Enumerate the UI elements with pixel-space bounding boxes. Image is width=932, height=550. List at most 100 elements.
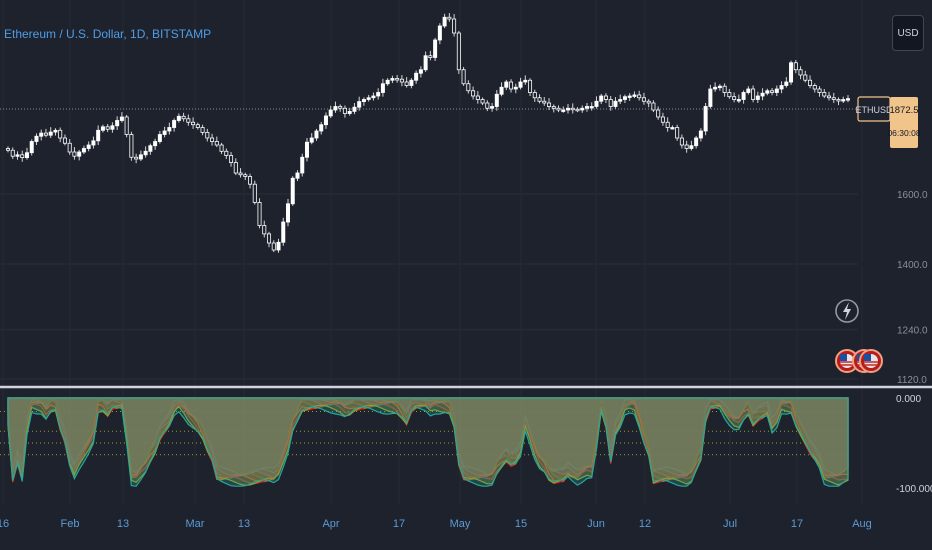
candle-body	[229, 155, 234, 163]
indicator-tick-label: -100.000	[896, 484, 932, 495]
candle-body	[627, 95, 632, 98]
candle-body	[81, 148, 86, 153]
time-axis: 16 Feb 13 Mar 13 Apr 17 May 15 Jun 12 Jul 17 Aug	[0, 518, 872, 530]
candle-body	[333, 106, 338, 111]
currency-button[interactable]: USD	[892, 15, 924, 51]
candle-body	[779, 85, 784, 90]
candle-body	[622, 96, 627, 100]
candle-body	[86, 144, 91, 149]
candle-body	[494, 93, 499, 107]
time-tick-label: 17	[791, 518, 803, 530]
candle-body	[20, 154, 25, 159]
candle-body	[248, 176, 253, 185]
candle-body	[437, 25, 442, 41]
time-tick-label: Aug	[852, 518, 872, 530]
candle-body	[309, 137, 314, 143]
candle-body	[366, 97, 371, 100]
us-flag-icon[interactable]	[835, 349, 859, 373]
indicator-band	[7, 397, 849, 487]
candle-body	[679, 137, 684, 146]
candle-body	[115, 120, 120, 127]
candle-body	[428, 55, 433, 58]
candle-body	[191, 121, 196, 126]
ticker-label: ETHUSD	[855, 105, 893, 115]
candle-body	[385, 79, 390, 85]
candle-body	[214, 141, 219, 146]
candle-body	[561, 109, 566, 112]
candle-body	[670, 127, 675, 130]
candle-body	[186, 118, 191, 123]
candle-body	[15, 154, 20, 157]
candle-body	[262, 225, 267, 235]
candle-body	[110, 125, 115, 130]
candle-body	[741, 92, 746, 100]
candle-body	[523, 79, 528, 83]
candle-body	[167, 127, 172, 132]
candle-body	[817, 88, 822, 93]
time-tick-label: 13	[117, 518, 129, 530]
time-tick-label: May	[450, 518, 471, 530]
indicator-tick-label: 0.000	[896, 394, 921, 405]
candle-body	[580, 107, 585, 111]
candle-body	[717, 85, 722, 89]
candle-body	[528, 79, 533, 93]
candle-body	[53, 129, 58, 133]
candle-body	[632, 94, 637, 97]
time-tick-label: Mar	[186, 518, 205, 530]
candle-body	[267, 233, 272, 244]
candle-body	[732, 96, 737, 100]
candle-body	[219, 144, 224, 152]
candle-body	[58, 129, 63, 139]
time-tick-label: 17	[393, 518, 405, 530]
indicator-band	[7, 397, 849, 485]
bar-countdown-label: 06:30:08	[887, 128, 920, 138]
candle-body	[542, 100, 547, 104]
candle-body	[793, 62, 798, 71]
candle-body	[651, 102, 656, 111]
candle-body	[418, 69, 423, 74]
candle-body	[798, 69, 803, 76]
time-tick-label: Jun	[587, 518, 605, 530]
us-flag-icon[interactable]	[859, 349, 883, 373]
candle-body	[713, 86, 718, 90]
candle-body	[504, 81, 509, 88]
candle-body	[77, 151, 82, 157]
candle-body	[380, 83, 385, 93]
candle-body	[6, 148, 11, 151]
candle-body	[342, 107, 347, 114]
candle-body	[148, 145, 153, 152]
candle-body	[594, 100, 599, 107]
candle-body	[205, 131, 210, 139]
candle-body	[29, 141, 34, 154]
candle-body	[774, 88, 779, 93]
candle-body	[456, 32, 461, 71]
candle-body	[357, 101, 362, 108]
candle-body	[414, 72, 419, 81]
candle-body	[96, 129, 101, 142]
symbol-title[interactable]: Ethereum / U.S. Dollar, 1D, BITSTAMP	[4, 27, 212, 41]
candle-body	[404, 81, 409, 86]
candle-body	[784, 81, 789, 86]
candle-body	[566, 107, 571, 111]
candle-body	[736, 99, 741, 102]
candle-body	[727, 92, 732, 98]
last-price-label: 1872.5	[889, 105, 918, 116]
candle-body	[290, 177, 295, 205]
candle-body	[471, 90, 476, 97]
candle-body	[556, 107, 561, 111]
lightning-event-icon[interactable]	[835, 299, 859, 323]
candle-body	[518, 81, 523, 88]
candle-body	[304, 141, 309, 158]
candle-body	[134, 156, 139, 160]
candle-body	[62, 137, 67, 144]
candle-body	[480, 99, 485, 104]
price-tick-label: 1600.0	[897, 190, 928, 201]
candle-body	[210, 137, 215, 142]
candle-body	[281, 221, 286, 243]
candle-body	[371, 95, 376, 99]
candle-body	[24, 152, 29, 158]
candle-body	[157, 134, 162, 142]
candle-body	[352, 106, 357, 112]
candle-body	[153, 141, 158, 147]
